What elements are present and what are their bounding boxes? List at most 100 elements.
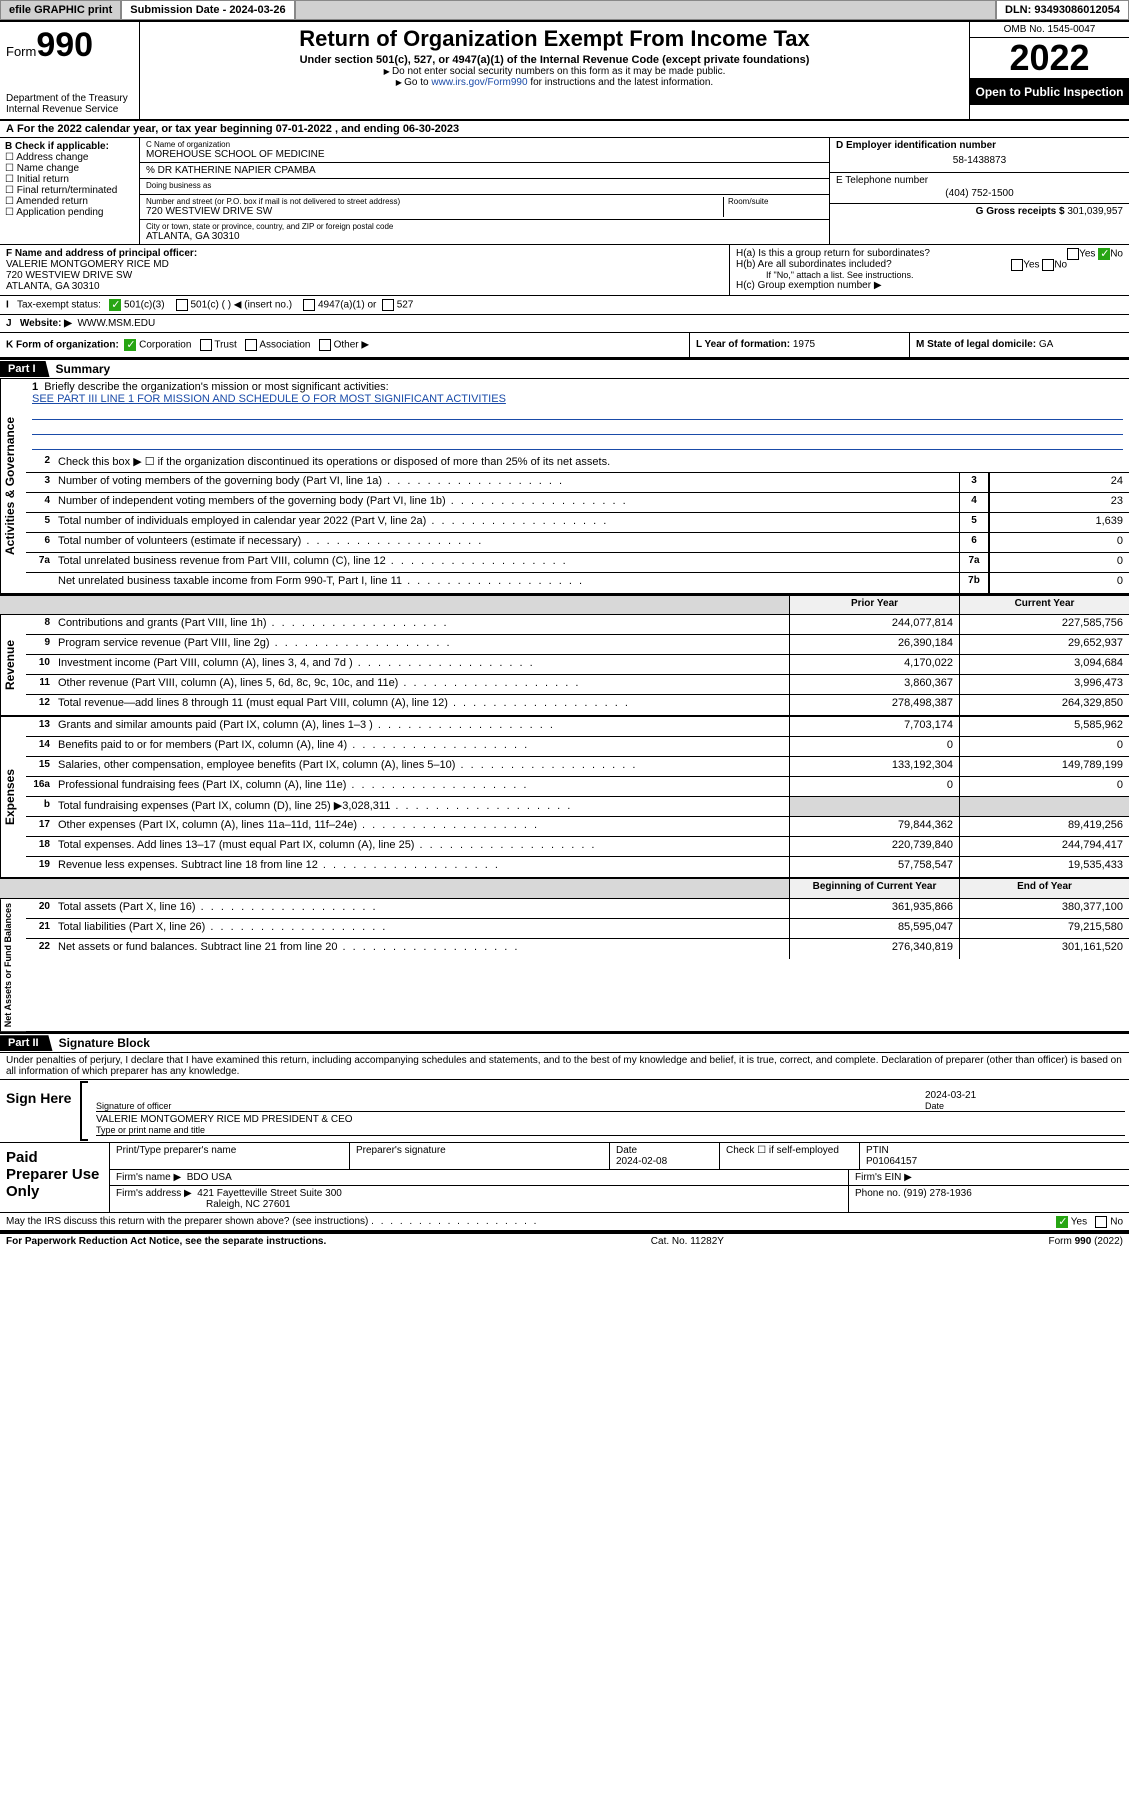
period-a: For the 2022 calendar year, or tax year … (17, 123, 276, 135)
page-footer: For Paperwork Reduction Act Notice, see … (0, 1232, 1129, 1249)
chk-initial-return[interactable]: Initial return (5, 174, 134, 185)
section-revenue: Revenue 8 Contributions and grants (Part… (0, 615, 1129, 717)
paid-preparer-block: Paid Preparer Use Only Print/Type prepar… (0, 1143, 1129, 1213)
paid-r2: Firm's name ▶ BDO USA Firm's EIN ▶ (110, 1170, 1129, 1186)
efile-print-button[interactable]: efile GRAPHIC print (0, 0, 121, 20)
part2-bar: Part II Signature Block (0, 1033, 1129, 1053)
k-opt3: Other ▶ (334, 340, 369, 351)
current-val: 0 (959, 737, 1129, 756)
p2a: Firm's name ▶ BDO USA (110, 1170, 849, 1185)
k-trust[interactable] (200, 339, 212, 351)
ln-txt: Total liabilities (Part X, line 26) (54, 919, 789, 938)
header-left: Form990 Department of the Treasury Inter… (0, 22, 140, 119)
paid-preparer-label: Paid Preparer Use Only (0, 1143, 110, 1212)
p3a-v1: 421 Fayetteville Street Suite 300 (197, 1188, 342, 1199)
h-b-yes[interactable] (1011, 259, 1023, 271)
k-assoc[interactable] (245, 339, 257, 351)
irs-no[interactable] (1095, 1216, 1107, 1228)
p1a: Print/Type preparer's name (110, 1143, 350, 1169)
h-a-yn: Yes No (1067, 248, 1123, 260)
chk-name-change[interactable]: Name change (5, 163, 134, 174)
ln-box: 3 (959, 473, 989, 492)
sig-line-1: Signature of officer 2024-03-21 Date (96, 1084, 1125, 1112)
h-b-no[interactable] (1042, 259, 1054, 271)
prior-val: 85,595,047 (789, 919, 959, 938)
ln-num: 12 (26, 695, 54, 715)
ln-txt: Professional fundraising fees (Part IX, … (54, 777, 789, 796)
part1-hdr: Part I (0, 361, 50, 377)
prior-val: 244,077,814 (789, 615, 959, 634)
i-527[interactable] (382, 299, 394, 311)
k-other[interactable] (319, 339, 331, 351)
ln-txt: Total revenue—add lines 8 through 11 (mu… (54, 695, 789, 715)
chk-final-return[interactable]: Final return/terminated (5, 185, 134, 196)
ln-txt: Net unrelated business taxable income fr… (54, 573, 959, 593)
i-501c[interactable] (176, 299, 188, 311)
ln-box: 4 (959, 493, 989, 512)
phone-row: E Telephone number (404) 752-1500 (830, 173, 1129, 204)
dln-label: DLN: 93493086012054 (996, 0, 1129, 20)
ln-txt: Other expenses (Part IX, column (A), lin… (54, 817, 789, 836)
i-501c3[interactable] (109, 299, 121, 311)
p3a-v2: Raleigh, NC 27601 (116, 1199, 291, 1210)
sign-here-row: Sign Here Signature of officer 2024-03-2… (0, 1080, 1129, 1143)
ln-txt: Total expenses. Add lines 13–17 (must eq… (54, 837, 789, 856)
gross-row: G Gross receipts $ 301,039,957 (830, 204, 1129, 220)
ln-num: 3 (26, 473, 54, 492)
goto-note: Go to www.irs.gov/Form990 for instructio… (148, 77, 961, 88)
f-addr1: 720 WESTVIEW DRIVE SW (6, 270, 132, 281)
website-link[interactable]: WWW.MSM.EDU (77, 318, 155, 329)
prior-val: 133,192,304 (789, 757, 959, 776)
money-line: 21 Total liabilities (Part X, line 26) 8… (26, 919, 1129, 939)
prior-val: 361,935,866 (789, 899, 959, 918)
prior-val: 79,844,362 (789, 817, 959, 836)
sign-fields: Signature of officer 2024-03-21 Date VAL… (92, 1080, 1129, 1142)
sig-line-2: VALERIE MONTGOMERY RICE MD PRESIDENT & C… (96, 1114, 1125, 1136)
current-val (959, 797, 1129, 816)
ln-txt: Grants and similar amounts paid (Part IX… (54, 717, 789, 736)
ul3 (32, 436, 1123, 450)
row-k: K Form of organization: Corporation Trus… (0, 333, 689, 357)
k-corp[interactable] (124, 339, 136, 351)
chk-app-pending[interactable]: Application pending (5, 207, 134, 218)
chk-address-change[interactable]: Address change (5, 152, 134, 163)
irs-discuss-q: May the IRS discuss this return with the… (6, 1216, 368, 1227)
k-opt2: Association (259, 340, 310, 351)
footer-left: For Paperwork Reduction Act Notice, see … (6, 1236, 326, 1247)
end-year-hdr: End of Year (959, 879, 1129, 898)
current-val: 244,794,417 (959, 837, 1129, 856)
ln-box: 7a (959, 553, 989, 572)
block-h: H(a) Is this a group return for subordin… (729, 245, 1129, 295)
h-a-yes[interactable] (1067, 248, 1079, 260)
ln-num: 9 (26, 635, 54, 654)
gross-val: 301,039,957 (1067, 206, 1123, 217)
street: 720 WESTVIEW DRIVE SW (146, 206, 723, 217)
irs-yes[interactable] (1056, 1216, 1068, 1228)
h-b-yn: Yes No (1011, 259, 1067, 271)
chk-amended[interactable]: Amended return (5, 196, 134, 207)
h-a-no[interactable] (1098, 248, 1110, 260)
p3a-lbl: Firm's address ▶ (116, 1188, 192, 1199)
i-4947[interactable] (303, 299, 315, 311)
ln-num: 13 (26, 717, 54, 736)
ln-num: 20 (26, 899, 54, 918)
mission-link[interactable]: SEE PART III LINE 1 FOR MISSION AND SCHE… (32, 393, 506, 405)
p1e-val: P01064157 (866, 1156, 917, 1167)
care-of-row: % DR KATHERINE NAPIER CPAMBA (140, 163, 829, 179)
period-begin: 07-01-2022 (276, 123, 332, 135)
money-line: 17 Other expenses (Part IX, column (A), … (26, 817, 1129, 837)
money-line: 15 Salaries, other compensation, employe… (26, 757, 1129, 777)
care-of: % DR KATHERINE NAPIER CPAMBA (146, 165, 823, 176)
ln-txt: Total assets (Part X, line 16) (54, 899, 789, 918)
row-klm: K Form of organization: Corporation Trus… (0, 333, 1129, 359)
prior-val: 220,739,840 (789, 837, 959, 856)
street-row: Number and street (or P.O. box if mail i… (140, 195, 829, 220)
ln-num: 7a (26, 553, 54, 572)
ln2-num: 2 (26, 453, 54, 472)
current-val: 89,419,256 (959, 817, 1129, 836)
irs-link[interactable]: www.irs.gov/Form990 (431, 77, 527, 88)
money-line: 13 Grants and similar amounts paid (Part… (26, 717, 1129, 737)
p3a: Firm's address ▶ 421 Fayetteville Street… (110, 1186, 849, 1212)
ln-val: 0 (989, 533, 1129, 552)
i-opt2: 4947(a)(1) or (318, 300, 376, 311)
